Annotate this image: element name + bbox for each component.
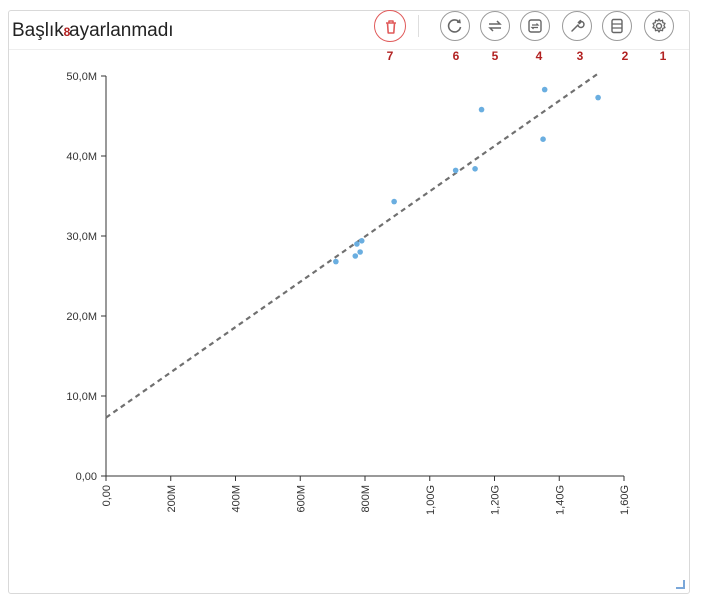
data-point <box>352 253 359 259</box>
data-point <box>478 106 485 113</box>
data-point <box>391 198 397 205</box>
wrench-icon <box>571 19 585 32</box>
tools-button[interactable] <box>562 11 592 41</box>
refresh-icon <box>447 19 462 33</box>
refresh-badge: 6 <box>452 49 460 63</box>
tools-badge: 3 <box>576 49 584 63</box>
swap-badge: 5 <box>491 49 499 63</box>
swap-button[interactable] <box>480 11 510 41</box>
x-tick-label: 200M <box>166 485 178 513</box>
x-tick-label: 400M <box>231 485 243 513</box>
y-tick-label: 20,0M <box>66 311 97 323</box>
resize-handle[interactable] <box>676 580 685 589</box>
data-table-icon <box>611 18 623 34</box>
data-point <box>472 166 478 172</box>
x-tick-label: 1,40G <box>554 485 566 515</box>
data-point <box>452 167 459 174</box>
data-point <box>333 258 339 265</box>
data-point <box>540 136 546 142</box>
x-tick-label: 800M <box>360 485 372 513</box>
data-point <box>595 94 601 101</box>
x-tick-label: 1,60G <box>619 485 631 515</box>
swap-arrows-icon <box>488 20 502 32</box>
delete-badge: 7 <box>386 49 394 63</box>
data-button[interactable] <box>602 11 632 41</box>
trendline <box>105 72 599 419</box>
trash-icon <box>386 20 396 34</box>
data-point <box>357 249 363 255</box>
x-tick-label: 1,00G <box>425 485 437 515</box>
y-tick-label: 30,0M <box>66 231 97 243</box>
axis-badge: 8 <box>63 25 71 39</box>
delete-button[interactable] <box>374 10 406 42</box>
data-point <box>354 241 360 247</box>
y-tick-label: 10,0M <box>66 391 97 403</box>
data-point <box>358 238 365 244</box>
convert-badge: 4 <box>535 49 543 63</box>
data-point <box>541 86 548 93</box>
convert-button[interactable] <box>520 11 550 41</box>
y-tick-label: 40,0M <box>66 151 97 163</box>
refresh-button[interactable] <box>440 11 470 41</box>
data-badge: 2 <box>621 49 629 63</box>
settings-button[interactable] <box>644 11 674 41</box>
y-tick-label: 50,0M <box>66 71 97 83</box>
chart-title: Başlık ayarlanmadı <box>12 20 174 41</box>
x-tick-label: 1,20G <box>490 485 502 515</box>
x-tick-label: 0,00 <box>101 485 113 506</box>
gear-icon <box>652 18 666 33</box>
settings-badge: 1 <box>659 49 667 63</box>
chart-panel: Başlık ayarlanmadı <box>8 10 690 594</box>
y-tick-label: 0,00 <box>76 471 97 483</box>
convert-icon <box>528 19 542 33</box>
x-tick-label: 600M <box>295 485 307 513</box>
toolbar-separator <box>418 15 419 37</box>
header-divider <box>9 49 689 50</box>
